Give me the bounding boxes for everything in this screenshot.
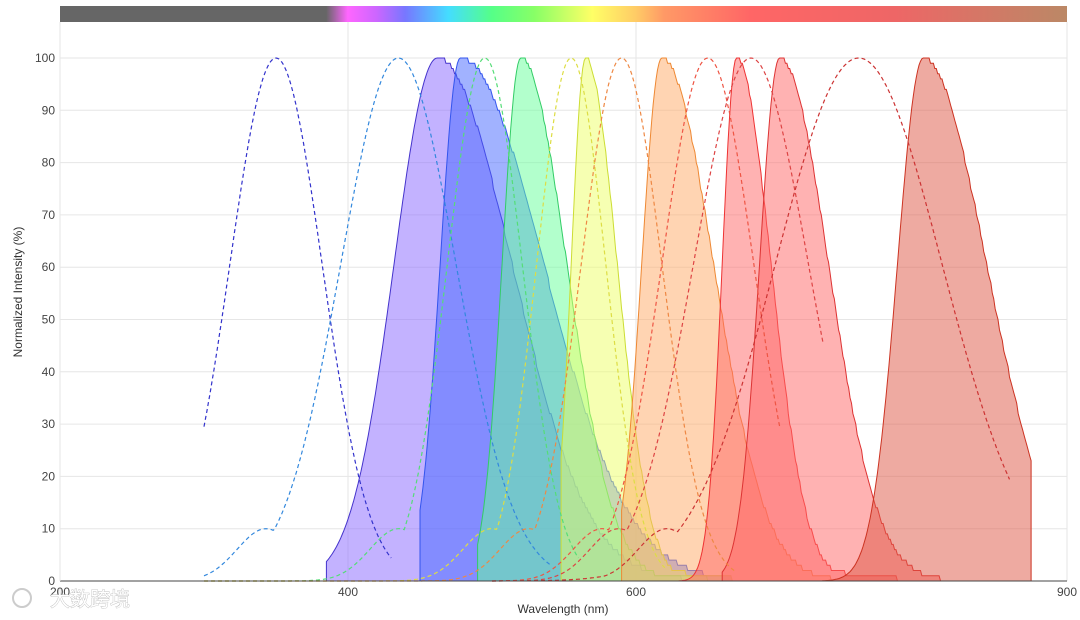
y-tick-label: 100 xyxy=(35,51,55,65)
y-tick-label: 70 xyxy=(42,208,56,222)
axes xyxy=(59,22,1067,582)
watermark: 大数跨境 xyxy=(12,587,130,611)
x-tick-label: 200 xyxy=(50,585,70,599)
x-tick-label: 900 xyxy=(1057,585,1077,599)
excitation-line-8 xyxy=(492,57,1011,582)
excitation-line-4 xyxy=(204,57,666,582)
watermark-text: 大数跨境 xyxy=(50,587,130,611)
y-tick-label: 40 xyxy=(42,365,56,379)
watermark-logo-icon xyxy=(12,588,32,608)
excitation-line-7 xyxy=(492,57,824,582)
y-tick-label: 80 xyxy=(42,156,56,170)
excitation-line-5 xyxy=(204,57,737,582)
spectrum-bar xyxy=(60,6,1067,22)
y-tick-label: 60 xyxy=(42,260,56,274)
excitation-lines xyxy=(203,57,1011,582)
excitation-line-1 xyxy=(203,57,392,559)
emission-area-8 xyxy=(822,57,1032,582)
y-axis-title: Normalized Intensity (%) xyxy=(11,227,25,358)
y-tick-label: 90 xyxy=(42,103,56,117)
x-tick-labels: 200 400 600 900 xyxy=(50,585,1077,599)
x-tick-label: 600 xyxy=(626,585,646,599)
y-tick-label: 10 xyxy=(42,522,56,536)
y-tick-labels: 0 10 20 30 40 50 60 70 80 90 100 xyxy=(35,51,55,588)
x-tick-label: 400 xyxy=(338,585,358,599)
excitation-line-3 xyxy=(204,57,579,582)
y-tick-label: 50 xyxy=(42,313,56,327)
excitation-line-6 xyxy=(492,57,781,582)
x-axis-title: Wavelength (nm) xyxy=(518,602,609,616)
y-tick-label: 30 xyxy=(42,417,56,431)
emission-areas xyxy=(325,57,1032,582)
y-tick-label: 0 xyxy=(48,574,55,588)
y-tick-label: 20 xyxy=(42,469,56,483)
